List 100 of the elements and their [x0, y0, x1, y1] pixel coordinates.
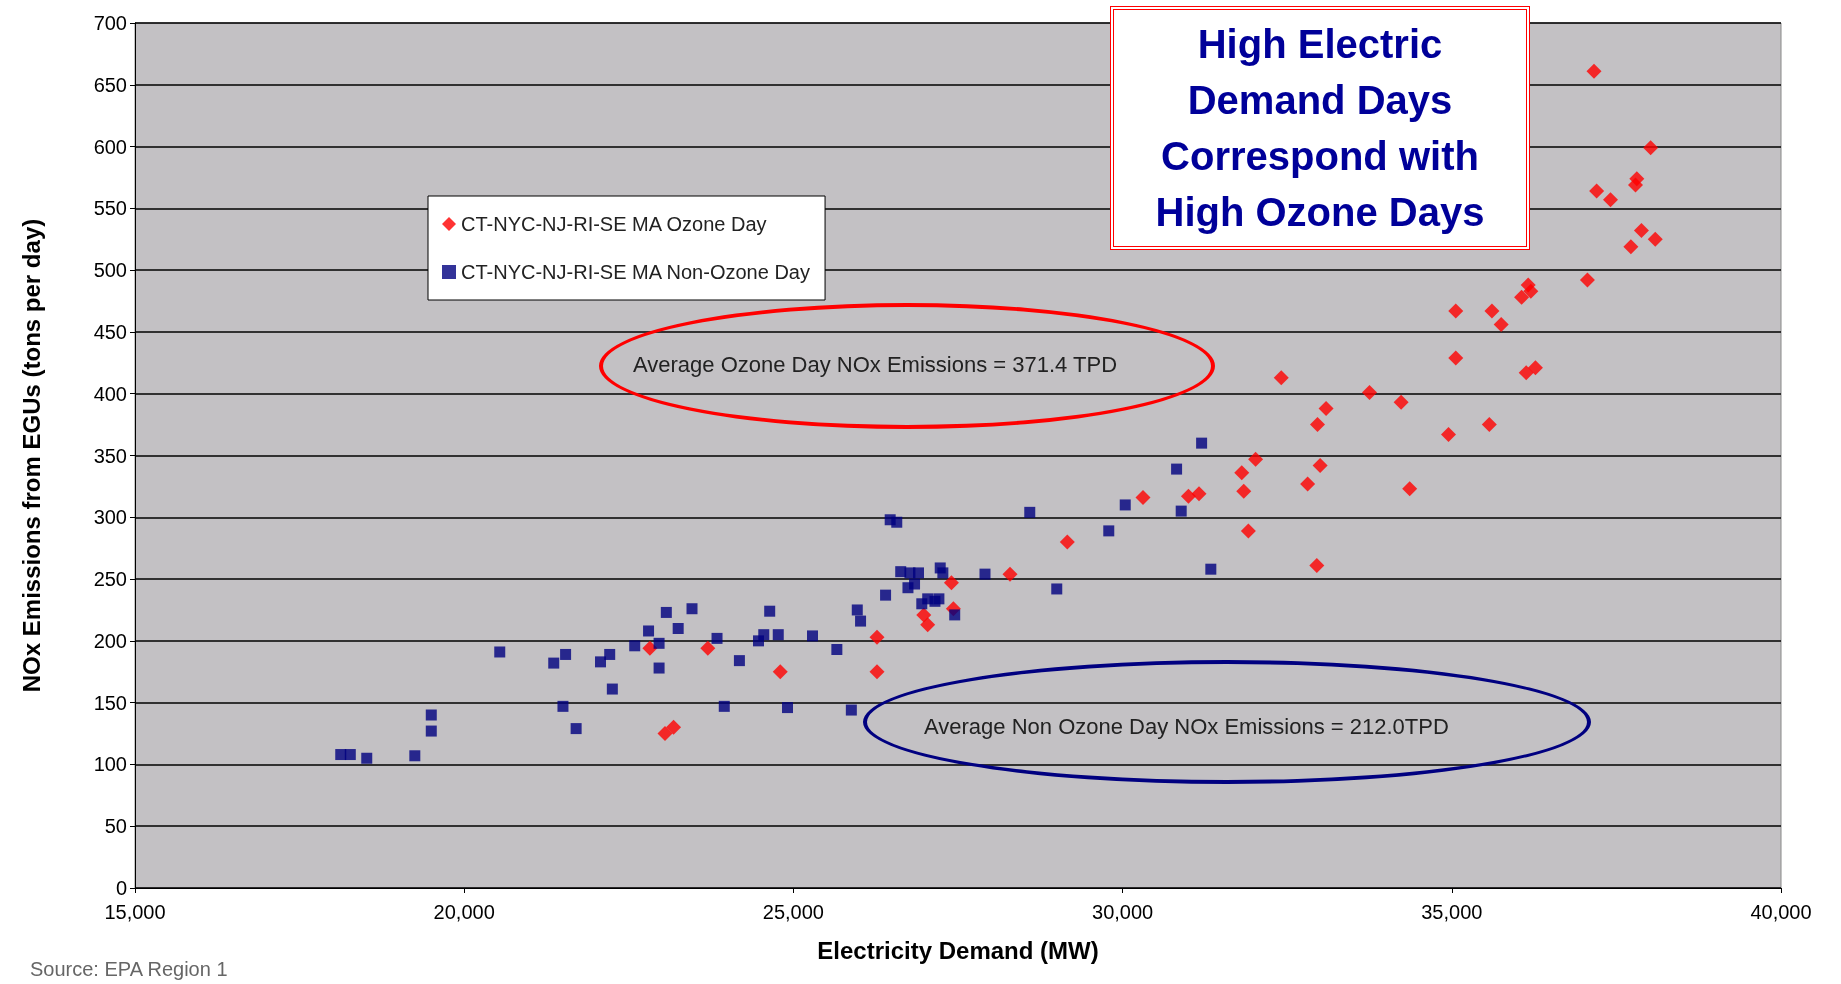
point — [1586, 63, 1602, 79]
annotation: Average Ozone Day NOx Emissions = 371.4 TPD — [633, 352, 1118, 378]
y-tick-label: 300 — [93, 506, 127, 529]
y-tick-label: 600 — [93, 135, 127, 158]
x-tick-label: 15,000 — [104, 901, 166, 923]
point — [700, 640, 716, 656]
point — [653, 662, 665, 674]
point — [666, 719, 682, 735]
point — [851, 604, 863, 616]
point — [1514, 289, 1530, 305]
annotation: Average Non Ozone Day NOx Emissions = 212.0TPD — [924, 714, 1449, 740]
point — [1205, 563, 1217, 575]
point — [781, 702, 793, 714]
point — [758, 629, 770, 641]
point — [1448, 303, 1464, 319]
y-tick-label: 250 — [93, 568, 127, 591]
point — [1633, 223, 1649, 239]
y-axis-title: NOx Emissions from EGUs (tons per day) — [17, 218, 45, 693]
point — [1481, 417, 1497, 433]
y-tick-label: 200 — [93, 629, 127, 652]
point — [1119, 499, 1131, 511]
point — [1362, 384, 1377, 400]
point — [1589, 183, 1605, 199]
y-tick-label: 450 — [93, 320, 127, 343]
point — [604, 648, 616, 660]
y-tick-label: 550 — [93, 197, 127, 220]
point — [335, 749, 347, 761]
y-tick-label: 50 — [104, 815, 127, 838]
point — [869, 629, 885, 645]
y-tick-label: 0 — [115, 877, 127, 899]
y-tick-label: 100 — [93, 753, 127, 776]
point — [660, 606, 672, 618]
point — [1051, 583, 1063, 595]
point — [831, 644, 843, 656]
point — [1627, 177, 1643, 193]
point — [1175, 505, 1187, 517]
point — [806, 630, 818, 642]
point — [1312, 457, 1328, 473]
y-tick-label: 700 — [93, 12, 127, 34]
point — [594, 656, 606, 668]
y-tick-label: 400 — [93, 382, 127, 405]
point — [570, 723, 582, 735]
point — [361, 752, 373, 764]
point — [916, 607, 932, 623]
point — [1393, 394, 1409, 410]
point — [1643, 140, 1659, 156]
point — [1300, 476, 1316, 492]
point — [880, 589, 892, 601]
text: High Electric Demand Days Correspond with High Ozone Days — [1110, 6, 1530, 250]
point — [1579, 272, 1595, 288]
point — [979, 568, 991, 580]
point — [642, 640, 658, 656]
point — [845, 704, 857, 716]
x-axis-title: Electricity Demand (MW) — [817, 936, 1099, 964]
x-tick-label: 35,000 — [1421, 901, 1483, 923]
point — [1234, 465, 1250, 481]
x-tick-label: 25,000 — [762, 901, 824, 923]
point — [409, 750, 421, 762]
point — [943, 575, 959, 591]
point — [672, 623, 684, 634]
point — [1441, 426, 1457, 442]
point — [1135, 490, 1151, 506]
point — [548, 657, 560, 669]
point — [494, 646, 506, 658]
point — [1527, 360, 1543, 376]
point — [920, 617, 936, 633]
point — [1002, 566, 1018, 582]
point — [1236, 483, 1252, 499]
point — [1484, 303, 1500, 319]
point — [937, 567, 949, 579]
point — [1523, 283, 1539, 299]
point — [1493, 317, 1509, 333]
point — [891, 516, 903, 528]
point — [711, 632, 723, 644]
source-note: Source: EPA Region 1 — [30, 958, 228, 981]
point — [657, 726, 673, 742]
point — [869, 664, 885, 680]
point — [1171, 463, 1183, 475]
point — [1240, 523, 1256, 539]
point — [718, 700, 730, 712]
y-tick-label: 650 — [93, 73, 127, 96]
point — [933, 593, 945, 605]
x-tick-label: 30,000 — [1092, 901, 1154, 923]
point — [1273, 370, 1289, 386]
point — [1103, 525, 1115, 537]
x-tick-label: 40,000 — [1750, 901, 1812, 923]
y-tick-label: 150 — [93, 691, 127, 714]
point — [1309, 417, 1325, 433]
point — [606, 683, 618, 695]
point — [686, 603, 698, 615]
point — [1024, 506, 1036, 518]
point — [344, 749, 356, 761]
point — [1309, 557, 1325, 573]
point — [772, 629, 784, 641]
x-tick-label: 20,000 — [433, 901, 495, 923]
point — [1448, 350, 1464, 366]
point — [557, 700, 569, 712]
point — [949, 609, 961, 621]
point — [1518, 365, 1534, 381]
point — [733, 655, 745, 667]
